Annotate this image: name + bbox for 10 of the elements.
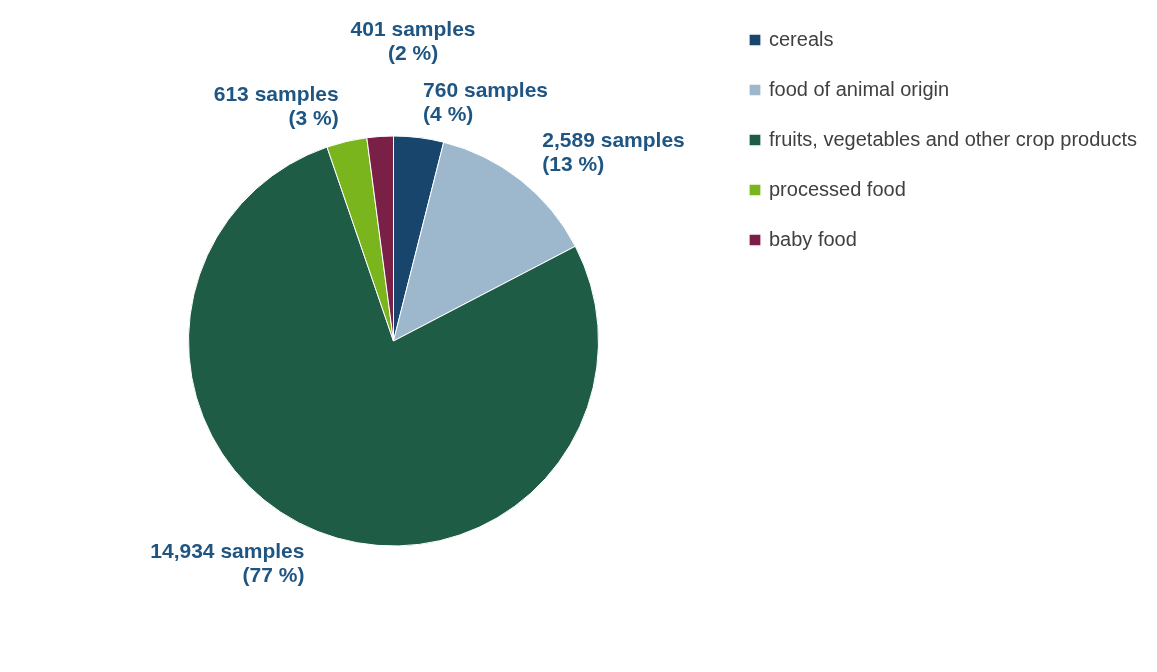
- legend-label: cereals: [769, 28, 834, 50]
- text: 760 samples (4 %): [423, 77, 549, 125]
- legend-label: processed food: [769, 178, 906, 200]
- data-label: 401 samples (2 %): [350, 16, 476, 64]
- text: 613 samples (3 %): [213, 82, 339, 130]
- legend-label: fruits, vegetables and other crop products: [769, 128, 1137, 150]
- text: 14,934 samples (77 %): [150, 538, 305, 586]
- legend-label: baby food: [769, 228, 857, 250]
- text: 2,589 samples (13 %): [542, 127, 685, 175]
- legend-label: food of animal origin: [769, 78, 950, 100]
